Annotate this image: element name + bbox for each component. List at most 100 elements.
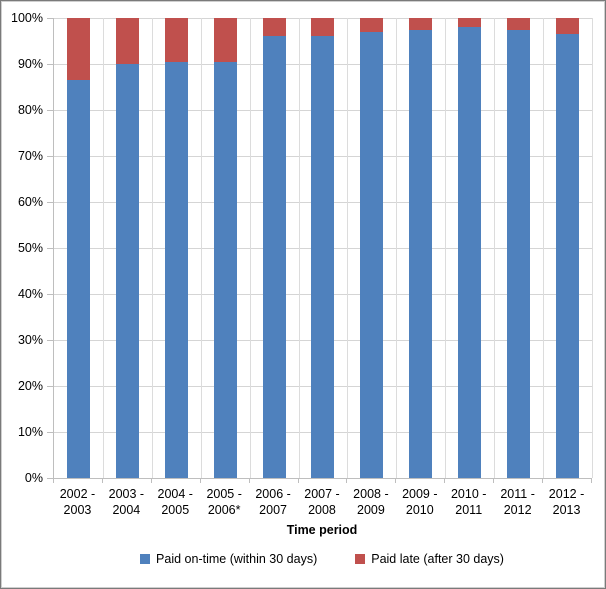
legend: Paid on-time (within 30 days) Paid late (… bbox=[53, 552, 591, 566]
x-axis-label-line2: 2007 bbox=[259, 503, 287, 517]
legend-swatch bbox=[355, 554, 366, 564]
x-axis-label-line1: 2002 - bbox=[59, 487, 96, 501]
bar-segment-on-time bbox=[213, 61, 237, 478]
y-axis-label: 100% bbox=[11, 11, 43, 25]
bar-cell bbox=[152, 18, 201, 478]
y-axis-tick bbox=[47, 340, 53, 341]
y-axis-label: 0% bbox=[24, 471, 43, 485]
x-axis-label: 2003 - 2004 bbox=[102, 486, 151, 518]
bar-segment-late bbox=[458, 18, 482, 28]
bar-cell bbox=[396, 18, 445, 478]
legend-swatch bbox=[140, 554, 151, 564]
bar-cell bbox=[54, 18, 103, 478]
bar-segment-late bbox=[164, 18, 188, 62]
plot-area bbox=[53, 18, 593, 479]
y-axis-tick bbox=[47, 478, 53, 479]
x-axis-label: 2006 - 2007 bbox=[249, 486, 298, 518]
x-axis-tick bbox=[591, 479, 592, 483]
legend-item: Paid late (after 30 days) bbox=[355, 552, 504, 566]
y-axis-tick bbox=[47, 202, 53, 203]
y-axis-tick bbox=[47, 248, 53, 249]
category-boundary-gridline bbox=[592, 18, 593, 478]
bar-segment-late bbox=[409, 18, 433, 30]
bar-segment-on-time bbox=[507, 29, 531, 478]
x-axis-label: 2008 - 2009 bbox=[346, 486, 395, 518]
x-axis-label-line1: 2005 - bbox=[206, 487, 242, 501]
x-axis-label: 2010 - 2011 bbox=[444, 486, 493, 518]
x-axis-label: 2002 - 2003 bbox=[53, 486, 102, 518]
bar-segment-on-time bbox=[556, 34, 580, 478]
bar-segment-on-time bbox=[115, 64, 139, 478]
y-axis-label: 60% bbox=[17, 195, 43, 209]
bar-cell bbox=[445, 18, 494, 478]
x-axis-tick bbox=[248, 479, 250, 483]
y-axis-label: 90% bbox=[17, 57, 43, 71]
y-axis-tick bbox=[47, 432, 53, 433]
x-axis-tick bbox=[101, 479, 103, 483]
bar-segment-on-time bbox=[164, 61, 188, 478]
x-axis-tick bbox=[346, 479, 348, 483]
category-boundary-gridline bbox=[494, 18, 496, 478]
bar-segment-on-time bbox=[458, 27, 482, 478]
bar-segment-late bbox=[213, 18, 237, 62]
bar-cell bbox=[201, 18, 250, 478]
x-axis-label-line1: 2011 - bbox=[500, 487, 535, 501]
bar-segment-late bbox=[360, 18, 384, 32]
x-axis-label-line1: 2007 - bbox=[304, 487, 340, 501]
x-axis-label-line2: 2009 bbox=[357, 503, 385, 517]
bar-cell bbox=[299, 18, 348, 478]
x-axis-label: 2007 - 2008 bbox=[298, 486, 347, 518]
category-boundary-gridline bbox=[151, 18, 153, 478]
bar bbox=[556, 18, 580, 478]
x-axis-label-line2: 2003 bbox=[63, 503, 92, 517]
x-axis-label-line1: 2006 - bbox=[255, 487, 291, 501]
bar bbox=[213, 18, 237, 478]
x-axis-label-line2: 2013 bbox=[552, 503, 581, 517]
x-axis-label-line2: 2008 bbox=[308, 503, 336, 517]
x-axis-label: 2004 - 2005 bbox=[151, 486, 200, 518]
bar-segment-late bbox=[311, 18, 335, 37]
y-axis-label: 40% bbox=[17, 287, 43, 301]
x-axis-label: 2011 - 2012 bbox=[493, 486, 542, 518]
y-axis-label: 10% bbox=[17, 425, 43, 439]
x-axis-tick bbox=[150, 479, 152, 483]
x-axis-label-line1: 2008 - bbox=[353, 487, 389, 501]
bar-segment-late bbox=[262, 18, 286, 37]
bar bbox=[409, 18, 433, 478]
x-axis-tick bbox=[53, 479, 54, 483]
bar-segment-on-time bbox=[66, 80, 90, 478]
y-axis-label: 30% bbox=[17, 333, 43, 347]
bar-segment-late bbox=[66, 18, 90, 81]
x-axis-tick bbox=[395, 479, 397, 483]
y-axis-label: 50% bbox=[17, 241, 43, 255]
category-boundary-gridline bbox=[200, 18, 202, 478]
bar-segment-on-time bbox=[409, 29, 433, 478]
y-axis-tick bbox=[47, 386, 53, 387]
y-axis-tick bbox=[47, 110, 53, 111]
y-axis-label: 80% bbox=[17, 103, 43, 117]
y-axis-tick bbox=[47, 64, 53, 65]
x-axis-label-line2: 2006* bbox=[207, 503, 241, 517]
y-axis-tick bbox=[47, 156, 53, 157]
bar bbox=[262, 18, 286, 478]
category-boundary-gridline bbox=[543, 18, 545, 478]
bar bbox=[115, 18, 139, 478]
bar bbox=[458, 18, 482, 478]
y-axis-tick bbox=[47, 294, 53, 295]
category-boundary-gridline bbox=[249, 18, 251, 478]
bar bbox=[66, 18, 90, 478]
bar bbox=[311, 18, 335, 478]
x-axis-label-line2: 2005 bbox=[161, 503, 190, 517]
bar-cell bbox=[103, 18, 152, 478]
x-axis-label: 2005 - 2006* bbox=[200, 486, 249, 518]
x-axis-tick bbox=[297, 479, 299, 483]
bar bbox=[164, 18, 188, 478]
x-axis-label-line1: 2012 - bbox=[548, 487, 585, 501]
y-axis-label: 70% bbox=[17, 149, 43, 163]
category-boundary-gridline bbox=[347, 18, 349, 478]
x-axis-label-line2: 2012 bbox=[503, 503, 532, 517]
bar bbox=[360, 18, 384, 478]
x-axis-title: Time period bbox=[286, 523, 358, 537]
x-axis-tick bbox=[444, 479, 446, 483]
bar-segment-on-time bbox=[360, 31, 384, 478]
